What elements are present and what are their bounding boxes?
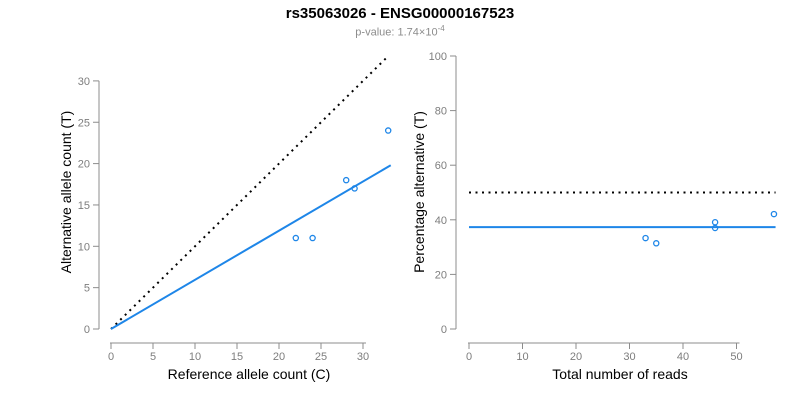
x-tick-label: 40 <box>677 351 689 363</box>
x-tick-label: 0 <box>466 351 472 363</box>
y-tick-label: 40 <box>435 215 447 227</box>
x-tick-label: 30 <box>357 351 369 363</box>
y-tick-label: 20 <box>78 159 90 171</box>
x-axis-label-left-chart: Reference allele count (C) <box>167 366 331 382</box>
y-tick-label: 0 <box>441 324 447 336</box>
x-tick-label: 20 <box>570 351 582 363</box>
x-tick-label: 50 <box>730 351 742 363</box>
x-tick-label: 10 <box>516 351 528 363</box>
data-point <box>292 234 300 242</box>
y-tick-label: 30 <box>78 76 90 88</box>
data-point <box>770 210 778 218</box>
data-point <box>711 219 719 226</box>
data-point <box>351 185 358 192</box>
x-tick-label: 25 <box>315 351 327 363</box>
left-chart: 0 5 10 15 20 25 30 0 5 10 15 20 25 30 <box>78 55 392 363</box>
data-point <box>642 234 649 242</box>
p-value-exponent: -4 <box>437 24 445 33</box>
data-point <box>711 224 719 232</box>
data-point <box>653 240 660 247</box>
identity-line <box>110 55 389 330</box>
figure-title: rs35063026 - ENSG00000167523 <box>285 5 515 22</box>
x-tick-label: 0 <box>108 351 114 363</box>
figure-subtitle: p-value: 1.74×10-4 <box>0 24 800 39</box>
x-tick-label: 15 <box>231 351 243 363</box>
data-point <box>342 176 350 184</box>
data-point <box>309 234 316 242</box>
y-tick-label: 25 <box>78 117 90 129</box>
data-point <box>384 127 392 134</box>
y-tick-label: 80 <box>435 106 447 118</box>
y-tick-label: 60 <box>435 160 447 172</box>
x-axis-label-right-chart: Total number of reads <box>552 366 688 382</box>
y-tick-label: 0 <box>84 324 90 336</box>
x-tick-label: 10 <box>189 351 201 363</box>
y-tick-label: 5 <box>84 283 90 295</box>
y-tick-label: 20 <box>435 269 447 281</box>
x-tick-label: 20 <box>273 351 285 363</box>
y-axis-label-left-chart: Alternative allele count (T) <box>58 110 74 274</box>
y-tick-label: 10 <box>78 241 90 253</box>
y-tick-label: 100 <box>429 51 447 63</box>
x-tick-label: 5 <box>150 351 156 363</box>
right-chart: 0 20 40 60 80 100 0 10 20 30 40 50 <box>429 51 778 363</box>
p-value-text: p-value: 1.74×10 <box>355 26 438 39</box>
y-axis-label-right-chart: Percentage alternative (T) <box>411 111 427 273</box>
y-tick-label: 15 <box>78 200 90 212</box>
fit-line <box>110 164 392 330</box>
x-tick-label: 30 <box>623 351 635 363</box>
